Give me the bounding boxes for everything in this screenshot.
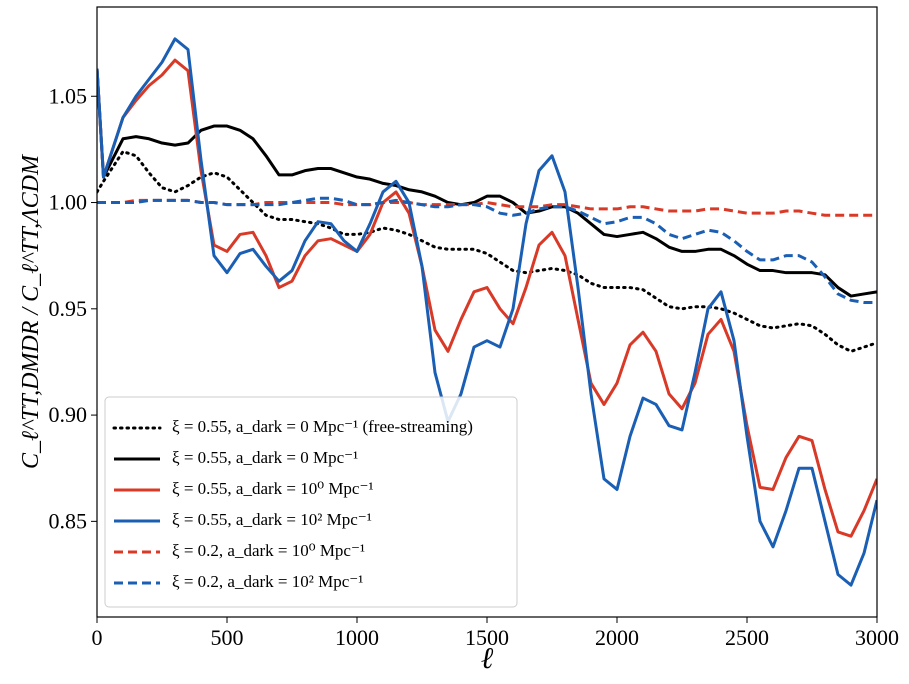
legend-label: ξ = 0.2, a_dark = 10² Mpc⁻¹ <box>172 572 363 591</box>
x-axis-label: ℓ <box>481 642 494 675</box>
y-tick-label: 0.90 <box>49 402 88 427</box>
y-tick-label: 0.95 <box>49 296 88 321</box>
legend: ξ = 0.55, a_dark = 0 Mpc⁻¹ (free-streami… <box>112 417 473 591</box>
y-tick-label: 1.00 <box>49 190 88 215</box>
series-line <box>97 68 877 298</box>
x-tick-label: 1000 <box>335 625 379 650</box>
series-line <box>97 37 877 587</box>
y-tick-label: 1.05 <box>49 83 88 108</box>
x-tick-label: 3000 <box>855 625 899 650</box>
legend-label: ξ = 0.2, a_dark = 10⁰ Mpc⁻¹ <box>172 541 365 560</box>
x-tick-label: 1500 <box>465 625 509 650</box>
series-line <box>97 196 877 304</box>
legend-label: ξ = 0.55, a_dark = 10² Mpc⁻¹ <box>172 510 372 529</box>
x-tick-label: 500 <box>211 625 244 650</box>
x-tick-label: 0 <box>92 625 103 650</box>
legend-label: ξ = 0.55, a_dark = 0 Mpc⁻¹ <box>172 448 358 467</box>
series-line <box>97 150 877 353</box>
y-axis-label: C_ℓ^TT,DMDR / C_ℓ^TT,ΛCDM <box>18 153 44 469</box>
legend-box <box>104 396 518 608</box>
y-tick-label: 0.85 <box>49 508 88 533</box>
plot-lines <box>97 37 877 587</box>
x-tick-label: 2500 <box>725 625 769 650</box>
legend-label: ξ = 0.55, a_dark = 10⁰ Mpc⁻¹ <box>172 479 374 498</box>
legend-label: ξ = 0.55, a_dark = 0 Mpc⁻¹ (free-streami… <box>172 417 473 436</box>
x-tick-label: 2000 <box>595 625 639 650</box>
